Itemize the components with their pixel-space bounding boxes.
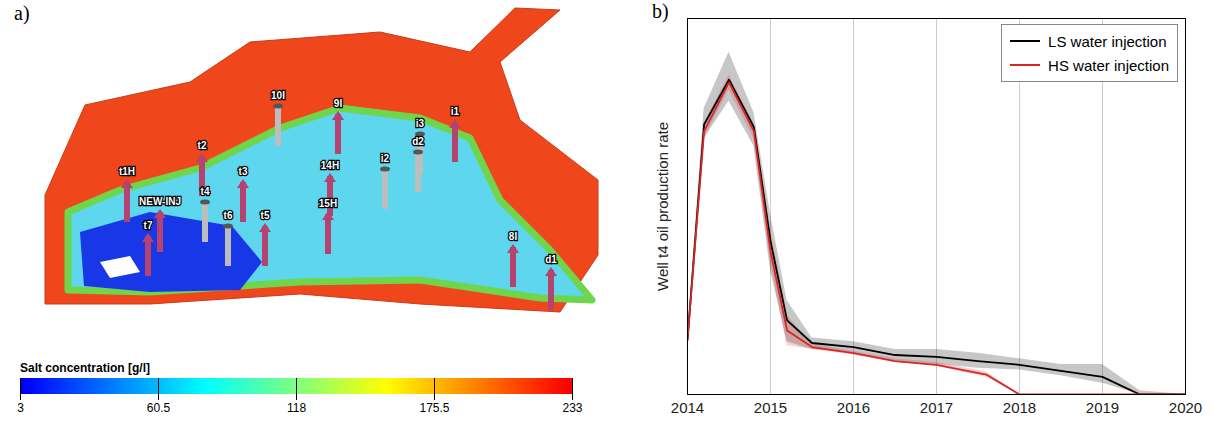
- svg-text:NEW-INJ: NEW-INJ: [139, 196, 181, 207]
- svg-text:8I: 8I: [509, 231, 518, 242]
- svg-text:118: 118: [287, 401, 306, 415]
- svg-text:15H: 15H: [319, 198, 337, 209]
- svg-text:i3: i3: [416, 118, 425, 129]
- svg-text:Salt concentration [g/l]: Salt concentration [g/l]: [20, 361, 150, 375]
- svg-text:175.5: 175.5: [419, 401, 449, 415]
- svg-text:2015: 2015: [754, 399, 787, 416]
- html-text:HS water injection: HS water injection: [1048, 56, 1169, 74]
- svg-text:2020: 2020: [1169, 399, 1202, 416]
- svg-text:Well t4 oil production rate: Well t4 oil production rate: [654, 122, 671, 291]
- svg-text:2018: 2018: [1003, 399, 1036, 416]
- svg-text:d2: d2: [412, 136, 424, 147]
- svg-text:t2: t2: [198, 140, 207, 151]
- svg-text:2017: 2017: [920, 399, 953, 416]
- svg-text:t7: t7: [144, 220, 153, 231]
- svg-text:2016: 2016: [837, 399, 870, 416]
- svg-text:i1: i1: [451, 106, 460, 117]
- html-text:a): a): [14, 2, 30, 24]
- html-text:b): b): [652, 0, 669, 22]
- svg-text:10I: 10I: [271, 90, 285, 101]
- svg-text:60.5: 60.5: [147, 401, 171, 415]
- svg-text:d1: d1: [545, 254, 557, 265]
- svg-text:233: 233: [562, 401, 582, 415]
- html-text:LS water injection: LS water injection: [1048, 32, 1167, 50]
- svg-text:t3: t3: [239, 166, 248, 177]
- svg-text:i2: i2: [381, 153, 390, 164]
- svg-text:t4: t4: [201, 186, 210, 197]
- svg-text:2014: 2014: [671, 399, 704, 416]
- svg-text:3: 3: [17, 401, 24, 415]
- svg-text:2019: 2019: [1086, 399, 1119, 416]
- svg-text:t1H: t1H: [119, 166, 135, 177]
- svg-text:9I: 9I: [334, 98, 343, 109]
- svg-text:t5: t5: [261, 210, 270, 221]
- svg-text:t6: t6: [224, 210, 233, 221]
- svg-text:14H: 14H: [321, 160, 339, 171]
